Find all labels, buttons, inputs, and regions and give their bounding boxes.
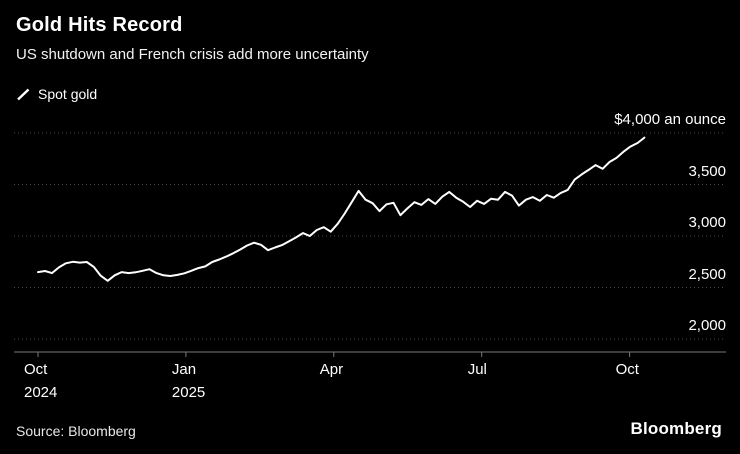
chart-subtitle: US shutdown and French crisis add more u… <box>16 46 369 63</box>
legend-label: Spot gold <box>38 86 98 102</box>
chart-title: Gold Hits Record <box>16 14 183 36</box>
source-note: Source: Bloomberg <box>16 423 136 439</box>
legend: Spot gold <box>16 86 97 102</box>
bloomberg-logo: Bloomberg <box>630 419 722 438</box>
spot-gold-line-icon <box>17 88 30 100</box>
